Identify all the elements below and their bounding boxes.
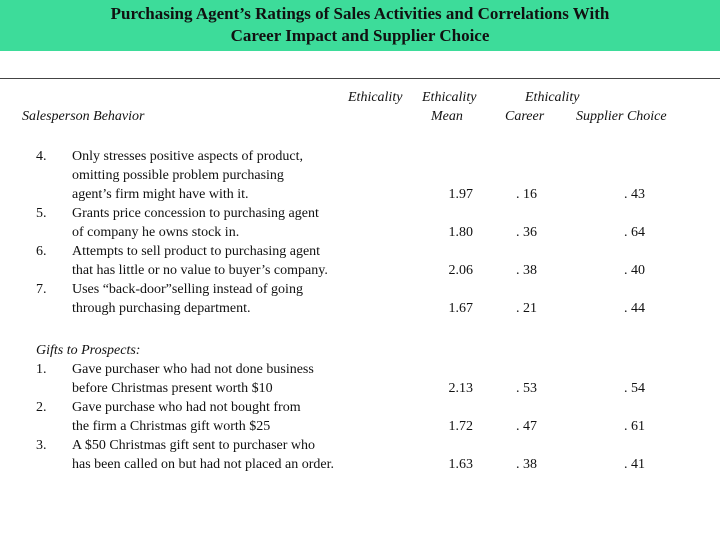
gift-row-career: . 47 <box>516 419 537 434</box>
activity-row-description-line: of company he owns stock in. <box>72 225 240 240</box>
activity-row-description-line: omitting possible problem purchasing <box>72 168 284 183</box>
header-ethicality-1: Ethicality <box>348 90 403 105</box>
header-ethicality-2: Ethicality <box>422 90 477 105</box>
gift-row-career: . 53 <box>516 381 537 396</box>
gift-row-supplier-choice: . 61 <box>624 419 645 434</box>
activity-row-mean: 2.06 <box>448 263 474 278</box>
activity-row-supplier-choice: . 44 <box>624 301 645 316</box>
gift-row-mean: 2.13 <box>448 381 474 396</box>
activity-row-career: . 36 <box>516 225 537 240</box>
gift-row-description-line: A $50 Christmas gift sent to purchaser w… <box>72 438 316 453</box>
gift-row-supplier-choice: . 54 <box>624 381 645 396</box>
activity-row-description-line: agent’s firm might have with it. <box>72 187 249 202</box>
header-mean: Mean <box>431 109 463 124</box>
header-career: Career <box>505 109 545 124</box>
title-banner: Purchasing Agent’s Ratings of Sales Acti… <box>0 0 720 51</box>
gift-row-description-line: Gave purchaser who had not done business <box>72 362 314 377</box>
header-supplier-choice: Supplier Choice <box>576 109 667 124</box>
activity-row-number: 5. <box>36 206 47 221</box>
table-title-line-2: Career Impact and Supplier Choice <box>230 26 490 45</box>
header-ethicality-3: Ethicality <box>525 90 580 105</box>
activity-row-description-line: Only stresses positive aspects of produc… <box>72 149 303 164</box>
activity-row-career: . 16 <box>516 187 537 202</box>
gift-row-description-line: the firm a Christmas gift worth $25 <box>72 419 271 434</box>
gift-row-mean: 1.72 <box>448 419 474 434</box>
gift-row-career: . 38 <box>516 457 537 472</box>
activity-row-description-line: that has little or no value to buyer’s c… <box>72 263 328 278</box>
activity-row-supplier-choice: . 40 <box>624 263 645 278</box>
gift-row-supplier-choice: . 41 <box>624 457 645 472</box>
gift-row-number: 1. <box>36 362 47 377</box>
header-rule <box>0 78 720 79</box>
activity-row-mean: 1.97 <box>448 187 474 202</box>
activity-row-supplier-choice: . 43 <box>624 187 645 202</box>
gifts-section-heading: Gifts to Prospects: <box>36 343 141 358</box>
gift-row-description-line: before Christmas present worth $10 <box>72 381 273 396</box>
activity-row-description-line: through purchasing department. <box>72 301 251 316</box>
activity-row-mean: 1.67 <box>448 301 474 316</box>
header-salesperson-behavior: Salesperson Behavior <box>22 109 145 124</box>
activity-row-description-line: Uses “back-door”selling instead of going <box>72 282 303 297</box>
gift-row-number: 2. <box>36 400 47 415</box>
gift-row-description-line: Gave purchase who had not bought from <box>72 400 301 415</box>
activity-row-description-line: Grants price concession to purchasing ag… <box>72 206 319 221</box>
activity-row-supplier-choice: . 64 <box>624 225 645 240</box>
activity-row-mean: 1.80 <box>448 225 474 240</box>
gift-row-mean: 1.63 <box>448 457 474 472</box>
activity-row-number: 6. <box>36 244 47 259</box>
activity-row-career: . 38 <box>516 263 537 278</box>
activity-row-number: 4. <box>36 149 47 164</box>
gift-row-description-line: has been called on but had not placed an… <box>72 457 335 472</box>
table-title-line-1: Purchasing Agent’s Ratings of Sales Acti… <box>110 4 610 23</box>
gift-row-number: 3. <box>36 438 47 453</box>
activity-row-number: 7. <box>36 282 47 297</box>
activity-row-description-line: Attempts to sell product to purchasing a… <box>72 244 321 259</box>
activity-row-career: . 21 <box>516 301 537 316</box>
